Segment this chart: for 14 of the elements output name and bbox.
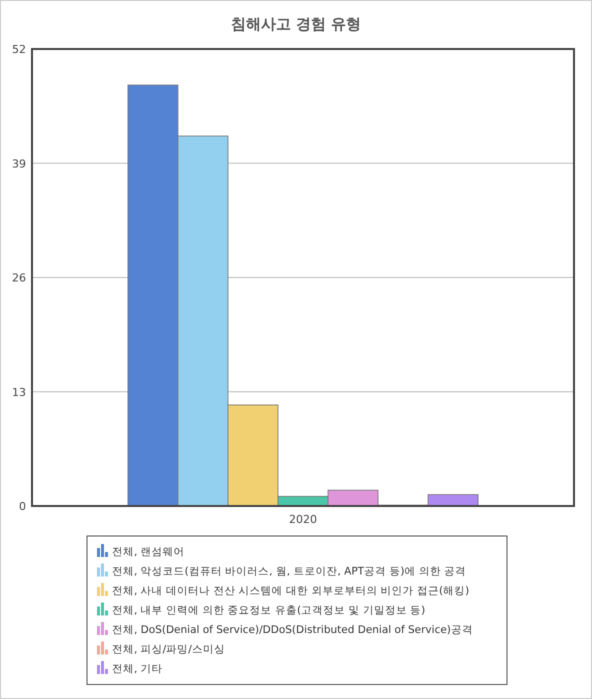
y-tick-label: 26 <box>12 272 26 284</box>
y-tick-label: 52 <box>12 43 26 56</box>
legend-label: 전체, DoS(Denial of Service)/DDoS(Distributed Denial of Service)공격 <box>112 624 473 636</box>
legend-label: 전체, 기타 <box>112 663 163 675</box>
x-tick-label: 2020 <box>289 513 317 526</box>
legend-label: 전체, 악성코드(컴퓨터 바이러스, 웜, 트로이잔, APT공격 등)에 의한 공격 <box>112 566 466 578</box>
legend-label: 전체, 내부 인력에 의한 중요정보 유출(고객정보 및 기밀정보 등) <box>112 604 426 616</box>
legend-label: 전체, 피싱/파밍/스미싱 <box>112 644 225 656</box>
legend-label: 전체, 랜섬웨어 <box>112 546 185 558</box>
legend-label: 전체, 사내 데이터나 전산 시스템에 대한 외부로부터의 비인가 접근(해킹) <box>112 585 470 597</box>
y-tick-label: 39 <box>12 157 26 170</box>
y-tick-label: 0 <box>19 500 26 513</box>
chart-title: 침해사고 경험 유형 <box>230 15 362 33</box>
y-tick-label: 13 <box>12 386 26 399</box>
